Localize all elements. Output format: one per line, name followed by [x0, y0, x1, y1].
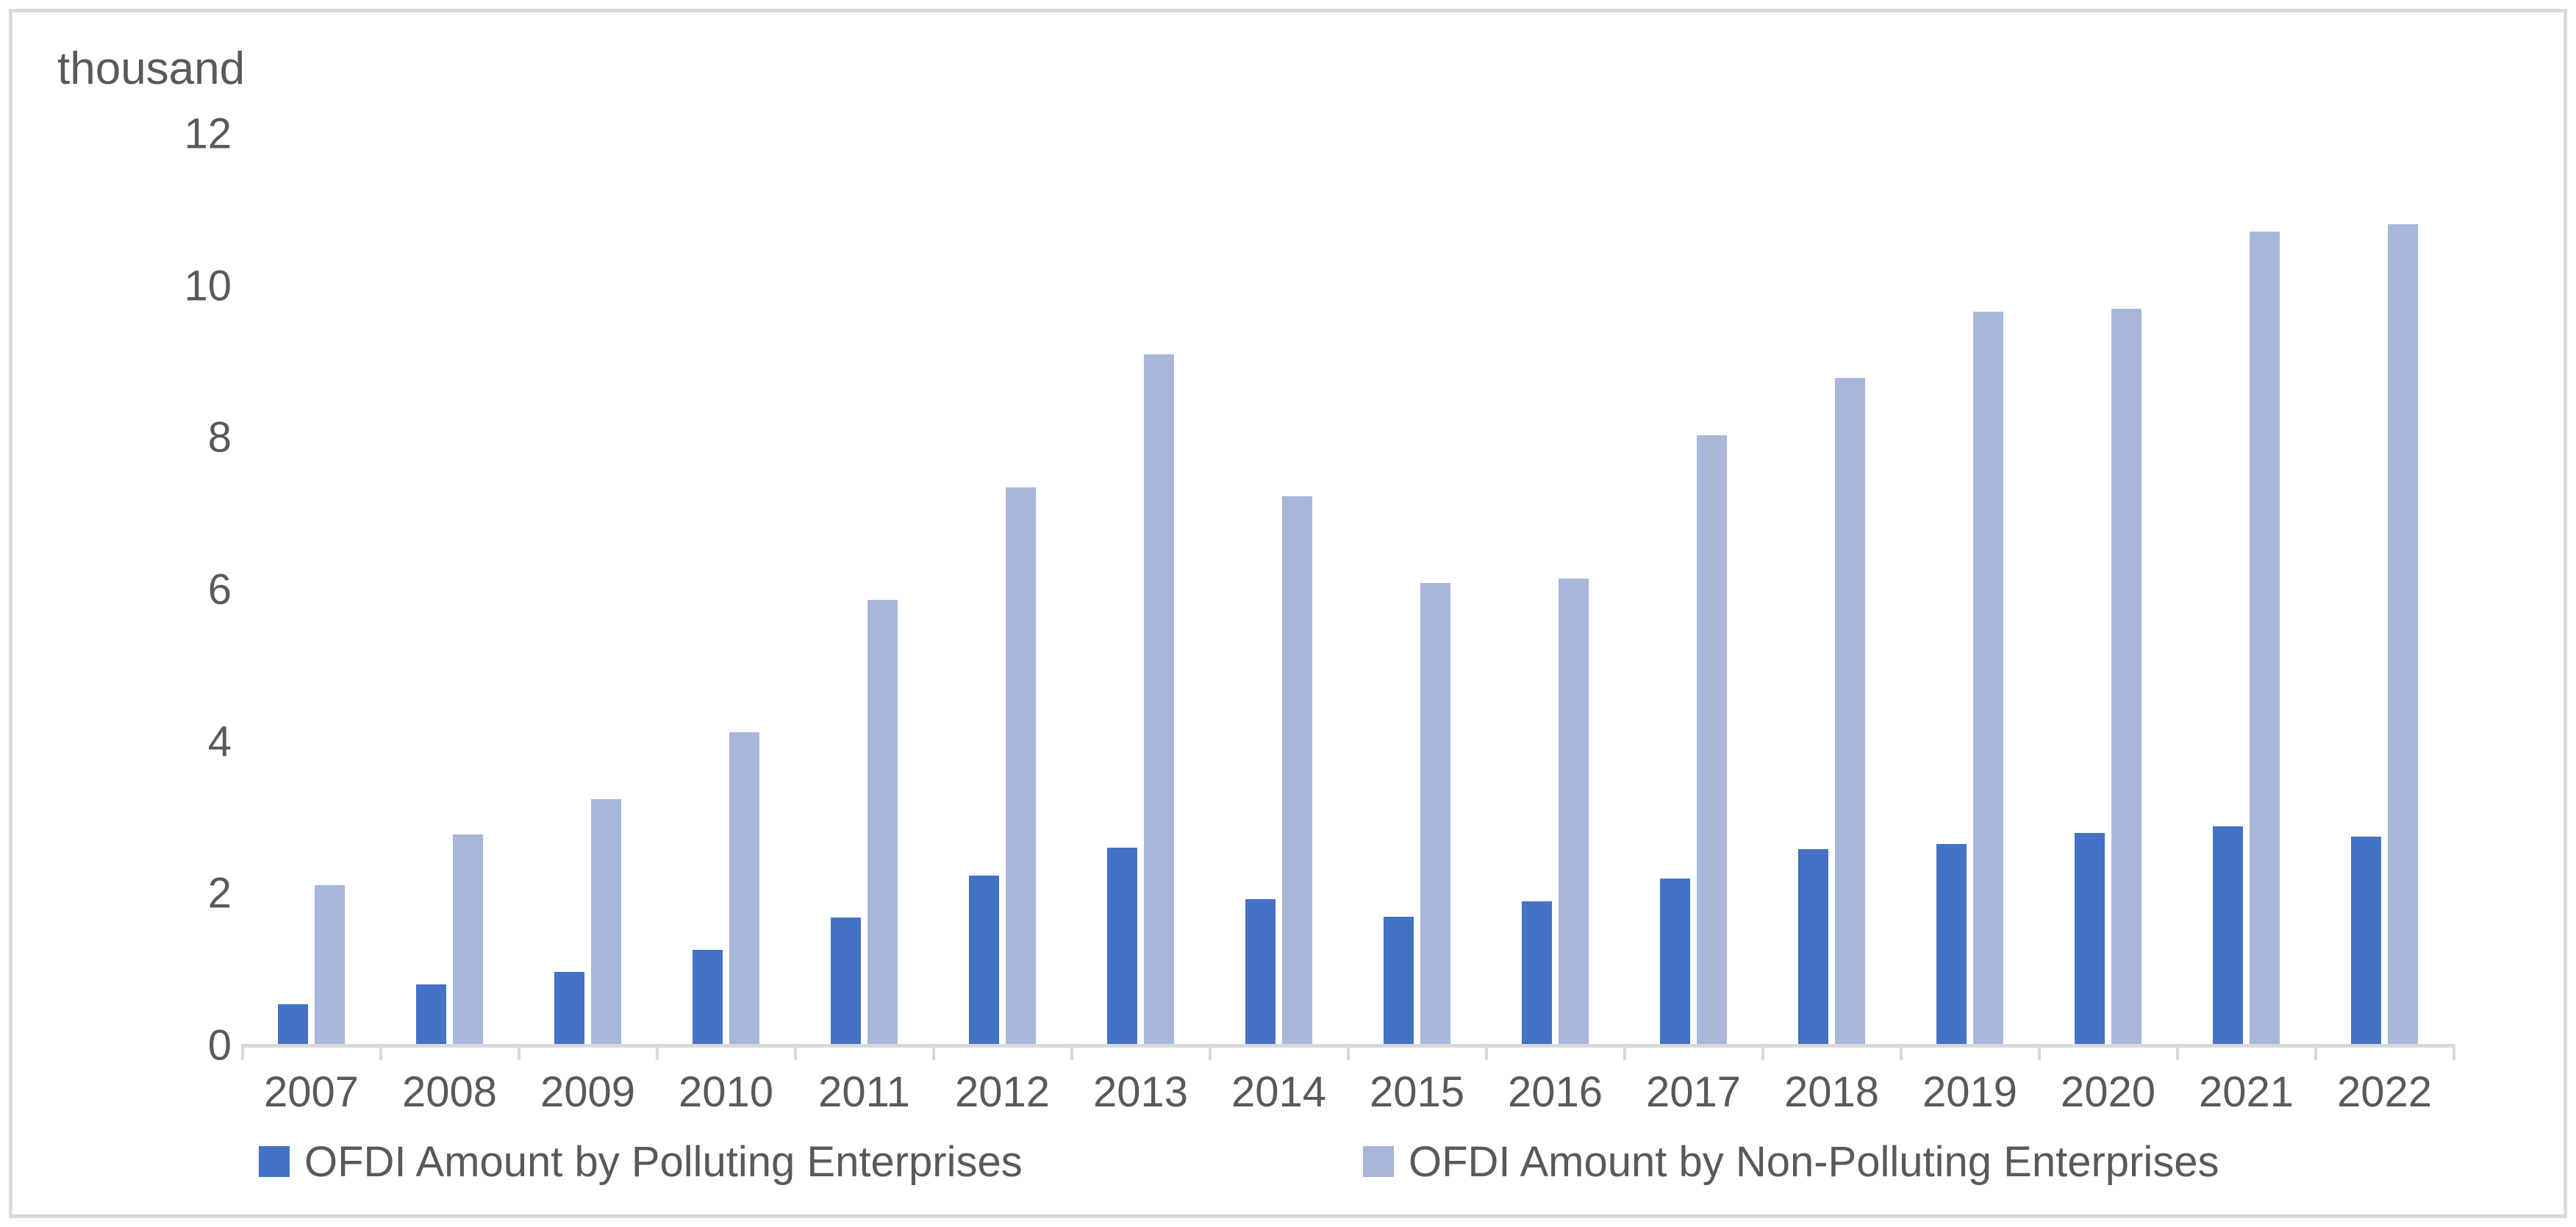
- x-tick-label-2012: 2012: [954, 1068, 1051, 1116]
- x-tick-label-2018: 2018: [1783, 1068, 1880, 1116]
- x-tick-label-2019: 2019: [1922, 1068, 2018, 1116]
- x-axis-tick-mark: [2037, 1044, 2041, 1060]
- x-axis-tick-mark: [1070, 1044, 1073, 1060]
- bar-non-polluting-2022: [2388, 224, 2418, 1044]
- x-tick-label-2009: 2009: [540, 1068, 636, 1116]
- bar-non-polluting-2009: [591, 799, 621, 1044]
- bar-polluting-2020: [2075, 833, 2105, 1044]
- x-tick-label-2014: 2014: [1231, 1068, 1327, 1116]
- x-axis-tick-mark: [2452, 1044, 2455, 1060]
- bar-non-polluting-2012: [1006, 487, 1036, 1044]
- y-tick-label: 2: [207, 869, 232, 917]
- bar-polluting-2022: [2351, 837, 2381, 1044]
- x-tick-label-2022: 2022: [2336, 1068, 2433, 1116]
- x-tick-label-2020: 2020: [2060, 1068, 2156, 1116]
- x-axis-tick-mark: [793, 1044, 797, 1060]
- y-tick-label: 8: [207, 413, 232, 462]
- x-axis-tick-mark: [240, 1044, 244, 1060]
- x-tick-label-2010: 2010: [678, 1068, 774, 1116]
- y-tick-label: 12: [184, 110, 232, 158]
- bar-polluting-2010: [693, 950, 723, 1044]
- x-tick-label-2021: 2021: [2198, 1068, 2294, 1116]
- x-axis-tick-mark: [1622, 1044, 1626, 1060]
- bar-polluting-2021: [2213, 826, 2243, 1044]
- bar-non-polluting-2017: [1697, 435, 1727, 1044]
- bar-non-polluting-2014: [1282, 496, 1312, 1044]
- bar-non-polluting-2008: [453, 834, 483, 1044]
- x-axis-tick-mark: [1899, 1044, 1903, 1060]
- bar-non-polluting-2019: [1973, 312, 2003, 1044]
- bar-non-polluting-2015: [1420, 583, 1450, 1044]
- x-axis-tick-mark: [931, 1044, 935, 1060]
- bar-polluting-2007: [278, 1004, 308, 1044]
- legend-label-non-polluting: OFDI Amount by Non-Polluting Enterprises: [1409, 1137, 2219, 1186]
- bar-polluting-2019: [1936, 844, 1967, 1044]
- y-tick-label: 6: [207, 565, 232, 614]
- x-tick-label-2008: 2008: [401, 1068, 498, 1116]
- x-tick-label-2011: 2011: [818, 1068, 910, 1116]
- x-tick-label-2013: 2013: [1092, 1068, 1189, 1116]
- x-axis-tick-mark: [1761, 1044, 1764, 1060]
- bar-non-polluting-2007: [315, 885, 345, 1044]
- x-tick-label-2007: 2007: [263, 1068, 359, 1116]
- bar-polluting-2017: [1660, 879, 1690, 1044]
- bar-polluting-2011: [831, 917, 861, 1044]
- x-tick-label-2015: 2015: [1369, 1068, 1465, 1116]
- bar-polluting-2009: [554, 972, 584, 1044]
- bar-polluting-2014: [1245, 899, 1276, 1044]
- bar-polluting-2013: [1107, 848, 1137, 1044]
- x-axis-tick-mark: [2314, 1044, 2317, 1060]
- legend-item-non-polluting: OFDI Amount by Non-Polluting Enterprises: [1363, 1137, 2219, 1186]
- x-axis-tick-mark: [1484, 1044, 1488, 1060]
- y-tick-label: 10: [184, 262, 232, 310]
- bar-non-polluting-2018: [1835, 378, 1865, 1044]
- x-axis-tick-mark: [379, 1044, 382, 1060]
- legend-label-polluting: OFDI Amount by Polluting Enterprises: [304, 1137, 1023, 1186]
- x-tick-label-2017: 2017: [1645, 1068, 1742, 1116]
- bar-non-polluting-2011: [867, 600, 898, 1044]
- x-axis-tick-mark: [1346, 1044, 1350, 1060]
- legend: OFDI Amount by Polluting Enterprises OFD…: [0, 1138, 2576, 1190]
- bar-non-polluting-2020: [2111, 309, 2142, 1044]
- legend-item-polluting: OFDI Amount by Polluting Enterprises: [259, 1137, 1023, 1186]
- bar-polluting-2012: [969, 876, 999, 1044]
- bar-polluting-2008: [416, 984, 446, 1044]
- bar-non-polluting-2021: [2250, 232, 2280, 1044]
- y-tick-label: 4: [207, 718, 232, 766]
- legend-swatch-non-polluting: [1363, 1146, 1394, 1177]
- legend-swatch-polluting: [259, 1146, 290, 1177]
- bar-polluting-2016: [1522, 901, 1552, 1044]
- bar-polluting-2015: [1384, 917, 1414, 1044]
- x-axis-tick-mark: [2175, 1044, 2179, 1060]
- x-tick-label-2016: 2016: [1507, 1068, 1603, 1116]
- x-axis-tick-mark: [517, 1044, 520, 1060]
- bar-non-polluting-2010: [729, 732, 759, 1044]
- bar-non-polluting-2016: [1559, 579, 1589, 1044]
- x-axis-tick-mark: [1208, 1044, 1212, 1060]
- y-axis-unit-label: thousand: [57, 43, 246, 94]
- bar-non-polluting-2013: [1144, 354, 1174, 1044]
- x-axis-tick-mark: [655, 1044, 659, 1060]
- y-tick-label: 0: [207, 1021, 232, 1070]
- bar-polluting-2018: [1798, 849, 1828, 1044]
